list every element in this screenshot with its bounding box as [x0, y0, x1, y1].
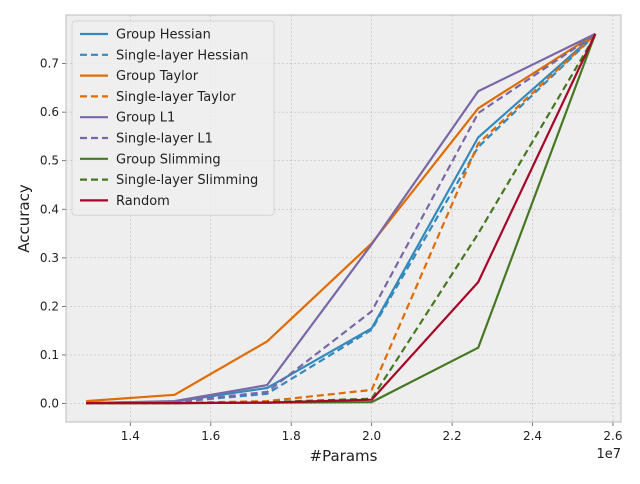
- x-axis-offset-label: 1e7: [596, 447, 621, 462]
- y-axis-label: Accuracy: [15, 184, 33, 253]
- legend-label: Single-layer Hessian: [116, 48, 249, 63]
- legend-label: Group L1: [116, 111, 175, 126]
- y-tick-label: 0.2: [40, 299, 59, 313]
- series-line-8: [86, 33, 597, 405]
- y-tick-label: 0.7: [40, 57, 59, 71]
- legend-label: Single-layer Taylor: [116, 90, 236, 105]
- y-tick-label: 0.4: [40, 202, 59, 216]
- legend-label: Random: [116, 194, 170, 209]
- legend-label: Group Taylor: [116, 69, 199, 84]
- x-axis-label: #Params: [310, 447, 378, 465]
- x-tick-label: 2.2: [443, 429, 462, 443]
- legend-label: Single-layer Slimming: [116, 173, 258, 188]
- x-tick-label: 2.0: [362, 429, 381, 443]
- y-axis-ticks: 0.0 0.1 0.2 0.3 0.4 0.5 0.6 0.7: [40, 57, 66, 411]
- y-tick-label: 0.0: [40, 397, 59, 411]
- legend-label: Group Hessian: [116, 28, 211, 43]
- y-tick-label: 0.1: [40, 348, 59, 362]
- series-line-1: [86, 34, 597, 405]
- series-line-3: [86, 33, 597, 405]
- y-tick-label: 0.3: [40, 251, 59, 265]
- x-tick-label: 1.4: [121, 429, 140, 443]
- legend-box: [71, 20, 275, 216]
- plot-frame: [65, 14, 622, 423]
- series-line-2: [86, 32, 596, 403]
- legend-label: Group Slimming: [116, 152, 221, 167]
- x-tick-label: 1.6: [201, 429, 220, 443]
- y-tick-label: 0.5: [40, 154, 59, 168]
- x-tick-label: 1.8: [282, 429, 301, 443]
- series-line-4: [86, 32, 596, 405]
- x-axis-ticks: 1.4 1.6 1.8 2.0 2.2 2.4 2.6: [121, 422, 623, 443]
- legend-label: Single-layer L1: [116, 132, 213, 147]
- x-tick-label: 2.4: [523, 429, 542, 443]
- x-tick-label: 2.6: [603, 429, 622, 443]
- series-line-5: [86, 33, 596, 405]
- y-tick-label: 0.6: [40, 105, 59, 119]
- legend: Group Hessian Single-layer Hessian Group T…: [71, 20, 275, 216]
- series-lines: [86, 32, 597, 405]
